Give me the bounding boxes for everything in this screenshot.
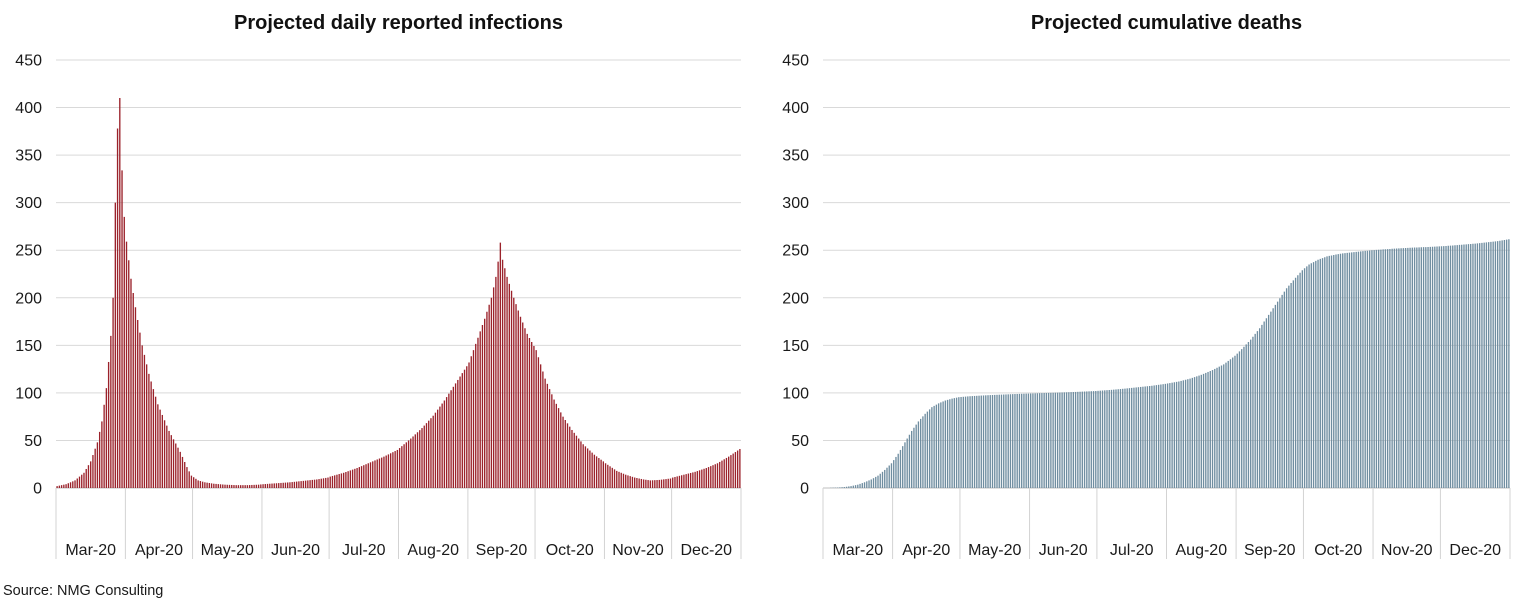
x-tick-label: Jul-20	[342, 542, 386, 559]
x-tick-label: Oct-20	[1314, 542, 1362, 559]
x-axis-ticks	[822, 488, 1511, 559]
x-tick-label: Mar-20	[65, 542, 116, 559]
source-note: Source: NMG Consulting	[3, 583, 164, 599]
x-tick-label: May-20	[968, 542, 1021, 559]
y-tick-label: 250	[15, 243, 42, 260]
y-tick-label: 50	[791, 433, 809, 450]
x-tick-label: May-20	[201, 542, 254, 559]
x-tick-label: Apr-20	[135, 542, 183, 559]
deaths-chart-title: Projected cumulative deaths	[1030, 12, 1303, 34]
bars	[56, 98, 741, 488]
y-tick-label: 300	[782, 195, 809, 212]
x-tick-label: Sep-20	[1244, 542, 1296, 559]
y-axis-labels: 0 50 100 150 200 250 300 350 400 450	[782, 53, 809, 498]
x-tick-label: Aug-20	[407, 542, 459, 559]
x-tick-label: Sep-20	[476, 542, 528, 559]
x-tick-label: Apr-20	[902, 542, 950, 559]
y-tick-label: 200	[782, 290, 809, 307]
y-tick-label: 100	[782, 385, 809, 402]
x-tick-label: Nov-20	[1381, 542, 1433, 559]
x-axis-labels: Mar-20 Apr-20 May-20 Jun-20 Jul-20 Aug-20 Sep-…	[832, 542, 1501, 559]
y-tick-label: 350	[782, 148, 809, 165]
y-tick-label: 450	[782, 53, 809, 70]
x-tick-label: Dec-20	[681, 542, 733, 559]
gridlines	[823, 59, 1510, 489]
x-tick-label: Oct-20	[546, 542, 594, 559]
x-tick-label: Jun-20	[271, 542, 320, 559]
x-tick-label: Jul-20	[1110, 542, 1154, 559]
x-tick-label: Jun-20	[1039, 542, 1088, 559]
x-tick-label: Mar-20	[832, 542, 883, 559]
x-tick-label: Aug-20	[1176, 542, 1228, 559]
x-tick-label: Nov-20	[612, 542, 664, 559]
y-tick-label: 0	[33, 481, 42, 498]
y-tick-label: 0	[800, 481, 809, 498]
y-tick-label: 450	[15, 53, 42, 70]
y-axis-labels: 0 50 100 150 200 250 300 350 400 450	[15, 53, 42, 498]
x-axis-labels: Mar-20 Apr-20 May-20 Jun-20 Jul-20 Aug-20 Sep-…	[65, 542, 732, 559]
y-tick-label: 50	[24, 433, 42, 450]
gridlines	[56, 59, 741, 489]
y-tick-label: 200	[15, 290, 42, 307]
bars	[830, 239, 1510, 488]
y-tick-label: 400	[15, 100, 42, 117]
y-tick-label: 100	[15, 385, 42, 402]
y-tick-label: 350	[15, 148, 42, 165]
x-axis-ticks	[55, 488, 742, 559]
y-tick-label: 400	[782, 100, 809, 117]
x-tick-label: Dec-20	[1449, 542, 1501, 559]
y-tick-label: 250	[782, 243, 809, 260]
infections-chart-title: Projected daily reported infections	[234, 12, 563, 34]
y-tick-label: 300	[15, 195, 42, 212]
y-tick-label: 150	[15, 338, 42, 355]
y-tick-label: 150	[782, 338, 809, 355]
